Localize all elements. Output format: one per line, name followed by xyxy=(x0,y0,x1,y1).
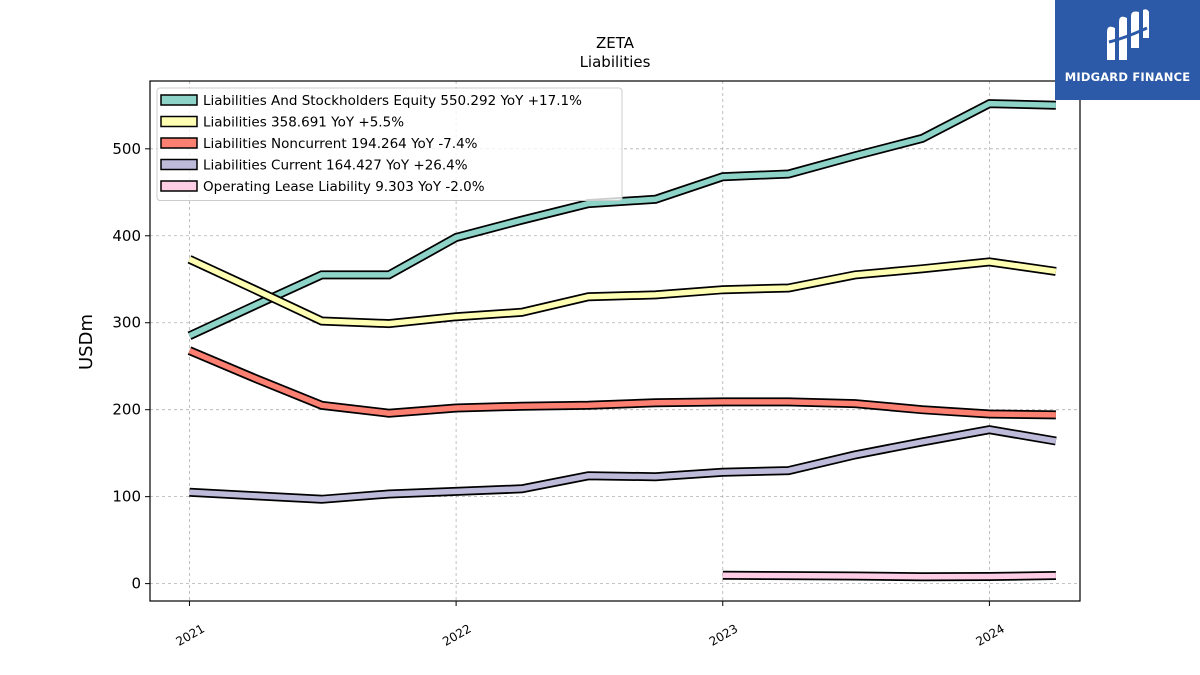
y-axis-label: USDm xyxy=(76,314,97,370)
legend-swatch xyxy=(160,180,198,192)
y-tick-label: 500 xyxy=(112,140,141,158)
series-liabilities-current xyxy=(189,425,1057,504)
y-tick-label: 400 xyxy=(112,227,141,245)
series-line xyxy=(188,100,1056,339)
legend: Liabilities And Stockholders Equity 550.… xyxy=(156,87,623,201)
legend-swatch xyxy=(160,94,198,106)
legend-swatch xyxy=(160,115,198,128)
legend-entry-label: Liabilities Current 164.427 YoY +26.4% xyxy=(203,158,468,174)
legend-swatch xyxy=(160,158,198,171)
legend-entry-label: Liabilities 358.691 YoY +5.5% xyxy=(203,115,404,131)
chart-title: ZETA xyxy=(596,34,635,52)
x-tick-label: 2024 xyxy=(973,621,1006,648)
y-tick-label: 0 xyxy=(131,575,141,593)
series-liabilities-and-stockholders-equity xyxy=(187,99,1057,340)
series-liabilities xyxy=(187,255,1057,329)
legend-entry-label: Liabilities Noncurrent 194.264 YoY -7.4% xyxy=(203,136,478,152)
y-tick-label: 200 xyxy=(112,401,141,419)
y-tick-label: 100 xyxy=(112,488,141,506)
brand-mark-icon xyxy=(1107,9,1149,61)
legend-entry-label: Liabilities And Stockholders Equity 550.… xyxy=(203,93,582,109)
legend-box xyxy=(156,87,623,201)
series-line xyxy=(188,256,1057,327)
x-tick-label: 2023 xyxy=(707,621,740,648)
series-line xyxy=(722,572,1056,580)
x-tick-label: 2022 xyxy=(440,621,473,648)
series-operating-lease-liability xyxy=(722,570,1056,582)
series-liabilities-noncurrent xyxy=(187,346,1056,420)
series-layer xyxy=(187,99,1057,582)
x-tick-label: 2021 xyxy=(173,621,206,648)
brand-logo: MIDGARD FINANCE xyxy=(1055,0,1200,100)
series-line xyxy=(189,426,1057,503)
chart-subtitle: Liabilities xyxy=(580,53,651,71)
plot-frame xyxy=(149,80,1081,602)
series-line xyxy=(188,348,1056,418)
legend-swatch xyxy=(160,137,198,149)
y-tick-label: 300 xyxy=(112,314,141,332)
brand-name: MIDGARD FINANCE xyxy=(1064,70,1191,84)
legend-entry-label: Operating Lease Liability 9.303 YoY -2.0… xyxy=(203,179,485,195)
